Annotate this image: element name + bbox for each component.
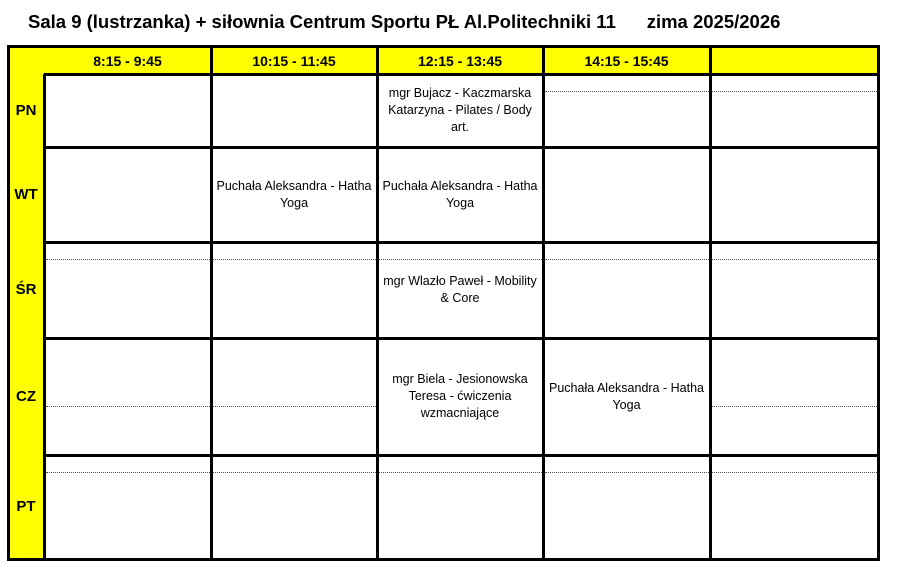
dotted-divider bbox=[712, 406, 877, 407]
schedule-cell[interactable] bbox=[211, 74, 377, 147]
table-border bbox=[877, 45, 880, 561]
dotted-divider bbox=[46, 472, 210, 473]
dotted-divider bbox=[545, 472, 709, 473]
dotted-divider bbox=[46, 406, 210, 407]
dotted-divider bbox=[712, 472, 877, 473]
dotted-divider bbox=[712, 259, 877, 260]
row-border bbox=[44, 337, 879, 340]
schedule-cell[interactable] bbox=[211, 338, 377, 455]
schedule-cell[interactable] bbox=[543, 74, 710, 147]
column-border bbox=[376, 46, 379, 559]
column-border bbox=[43, 74, 46, 559]
day-label: PN bbox=[15, 102, 37, 119]
schedule-cell[interactable]: mgr Wlazło Paweł - Mobility & Core bbox=[383, 274, 537, 305]
day-label: CZ bbox=[16, 388, 36, 405]
header-row-background bbox=[8, 46, 878, 74]
dotted-divider bbox=[213, 259, 376, 260]
table-border bbox=[7, 45, 10, 561]
dotted-divider bbox=[379, 472, 542, 473]
column-border bbox=[709, 46, 712, 559]
schedule-cell[interactable] bbox=[211, 455, 377, 559]
schedule-cell[interactable] bbox=[211, 242, 377, 338]
dotted-divider bbox=[545, 91, 709, 92]
column-border bbox=[542, 46, 545, 559]
time-slot-header: 12:15 - 13:45 bbox=[417, 53, 503, 69]
row-border bbox=[44, 454, 879, 457]
schedule-cell[interactable] bbox=[543, 455, 710, 559]
schedule-cell[interactable]: Puchała Aleksandra - Hatha Yoga bbox=[216, 178, 372, 210]
day-label: ŚR bbox=[15, 281, 37, 298]
dotted-divider bbox=[213, 406, 376, 407]
row-border bbox=[44, 241, 879, 244]
schedule-cell[interactable] bbox=[710, 74, 878, 147]
day-label: WT bbox=[14, 186, 38, 203]
day-column-background bbox=[8, 46, 44, 560]
dotted-divider bbox=[712, 91, 877, 92]
table-border bbox=[8, 45, 880, 48]
schedule-cell[interactable] bbox=[543, 147, 710, 242]
page-title: Sala 9 (lustrzanka) + siłownia Centrum S… bbox=[28, 11, 781, 32]
time-slot-header bbox=[710, 46, 878, 74]
schedule-cell[interactable] bbox=[44, 338, 211, 455]
schedule-cell[interactable] bbox=[710, 455, 878, 559]
schedule-cell[interactable]: mgr Biela - Jesionowska Teresa - ćwiczen… bbox=[392, 372, 528, 420]
dotted-divider bbox=[213, 472, 376, 473]
time-slot-header: 8:15 - 9:45 bbox=[93, 53, 162, 69]
day-label: PT bbox=[16, 498, 36, 515]
schedule-cell[interactable] bbox=[44, 74, 211, 147]
time-slot-header: 14:15 - 15:45 bbox=[584, 53, 669, 69]
schedule-cell[interactable]: Puchała Aleksandra - Hatha Yoga bbox=[549, 380, 704, 412]
schedule-cell[interactable] bbox=[710, 338, 878, 455]
row-border bbox=[44, 146, 879, 149]
schedule-cell[interactable] bbox=[377, 455, 543, 559]
dotted-divider bbox=[46, 259, 210, 260]
schedule-cell[interactable] bbox=[710, 242, 878, 338]
dotted-divider bbox=[545, 259, 709, 260]
time-slot-header: 10:15 - 11:45 bbox=[252, 53, 336, 69]
column-border bbox=[210, 46, 213, 559]
schedule-cell[interactable] bbox=[543, 242, 710, 338]
schedule-cell[interactable] bbox=[44, 242, 211, 338]
table-border bbox=[8, 558, 880, 561]
schedule-cell[interactable]: mgr Bujacz - Kaczmarska Katarzyna - Pila… bbox=[388, 86, 532, 134]
schedule-cell[interactable]: Puchała Aleksandra - Hatha Yoga bbox=[382, 178, 538, 210]
schedule-cell[interactable] bbox=[44, 147, 211, 242]
schedule-cell[interactable] bbox=[44, 455, 211, 559]
row-border bbox=[44, 73, 879, 76]
dotted-divider bbox=[379, 259, 542, 260]
schedule-cell[interactable] bbox=[710, 147, 878, 242]
